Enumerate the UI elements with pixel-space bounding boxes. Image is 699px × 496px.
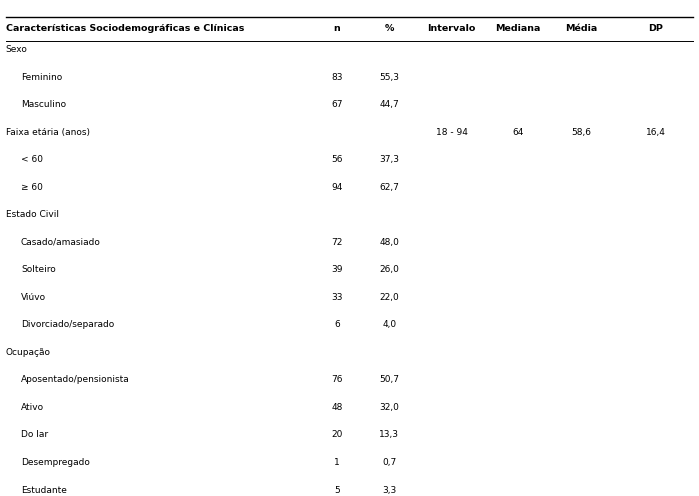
Text: 44,7: 44,7 bbox=[380, 100, 399, 109]
Text: 6: 6 bbox=[334, 320, 340, 329]
Text: 20: 20 bbox=[331, 431, 343, 439]
Text: Intervalo: Intervalo bbox=[427, 24, 476, 33]
Text: n: n bbox=[333, 24, 340, 33]
Text: 67: 67 bbox=[331, 100, 343, 109]
Text: Média: Média bbox=[565, 24, 598, 33]
Text: 5: 5 bbox=[334, 486, 340, 495]
Text: 0,7: 0,7 bbox=[382, 458, 396, 467]
Text: 26,0: 26,0 bbox=[380, 265, 399, 274]
Text: Mediana: Mediana bbox=[496, 24, 540, 33]
Text: 62,7: 62,7 bbox=[380, 183, 399, 192]
Text: Estudante: Estudante bbox=[21, 486, 67, 495]
Text: 72: 72 bbox=[331, 238, 343, 247]
Text: ≥ 60: ≥ 60 bbox=[21, 183, 43, 192]
Text: Casado/amasiado: Casado/amasiado bbox=[21, 238, 101, 247]
Text: Faixa etária (anos): Faixa etária (anos) bbox=[6, 127, 89, 137]
Text: 22,0: 22,0 bbox=[380, 293, 399, 302]
Text: 94: 94 bbox=[331, 183, 343, 192]
Text: Viúvo: Viúvo bbox=[21, 293, 46, 302]
Text: 3,3: 3,3 bbox=[382, 486, 396, 495]
Text: DP: DP bbox=[648, 24, 663, 33]
Text: Masculino: Masculino bbox=[21, 100, 66, 109]
Text: Sexo: Sexo bbox=[6, 45, 27, 54]
Text: 76: 76 bbox=[331, 375, 343, 384]
Text: 37,3: 37,3 bbox=[380, 155, 399, 164]
Text: Características Sociodemográficas e Clínicas: Características Sociodemográficas e Clín… bbox=[6, 24, 244, 33]
Text: 55,3: 55,3 bbox=[380, 72, 399, 82]
Text: 32,0: 32,0 bbox=[380, 403, 399, 412]
Text: Feminino: Feminino bbox=[21, 72, 62, 82]
Text: 48: 48 bbox=[331, 403, 343, 412]
Text: 58,6: 58,6 bbox=[572, 127, 591, 137]
Text: Do lar: Do lar bbox=[21, 431, 48, 439]
Text: 64: 64 bbox=[512, 127, 524, 137]
Text: 4,0: 4,0 bbox=[382, 320, 396, 329]
Text: Desempregado: Desempregado bbox=[21, 458, 90, 467]
Text: Aposentado/pensionista: Aposentado/pensionista bbox=[21, 375, 130, 384]
Text: 33: 33 bbox=[331, 293, 343, 302]
Text: 13,3: 13,3 bbox=[380, 431, 399, 439]
Text: 50,7: 50,7 bbox=[380, 375, 399, 384]
Text: 39: 39 bbox=[331, 265, 343, 274]
Text: 83: 83 bbox=[331, 72, 343, 82]
Text: Divorciado/separado: Divorciado/separado bbox=[21, 320, 114, 329]
Text: %: % bbox=[384, 24, 394, 33]
Text: Estado Civil: Estado Civil bbox=[6, 210, 59, 219]
Text: < 60: < 60 bbox=[21, 155, 43, 164]
Text: 48,0: 48,0 bbox=[380, 238, 399, 247]
Text: 18 - 94: 18 - 94 bbox=[435, 127, 468, 137]
Text: 1: 1 bbox=[334, 458, 340, 467]
Text: 56: 56 bbox=[331, 155, 343, 164]
Text: Ocupação: Ocupação bbox=[6, 348, 50, 357]
Text: 16,4: 16,4 bbox=[646, 127, 665, 137]
Text: Ativo: Ativo bbox=[21, 403, 44, 412]
Text: Solteiro: Solteiro bbox=[21, 265, 56, 274]
